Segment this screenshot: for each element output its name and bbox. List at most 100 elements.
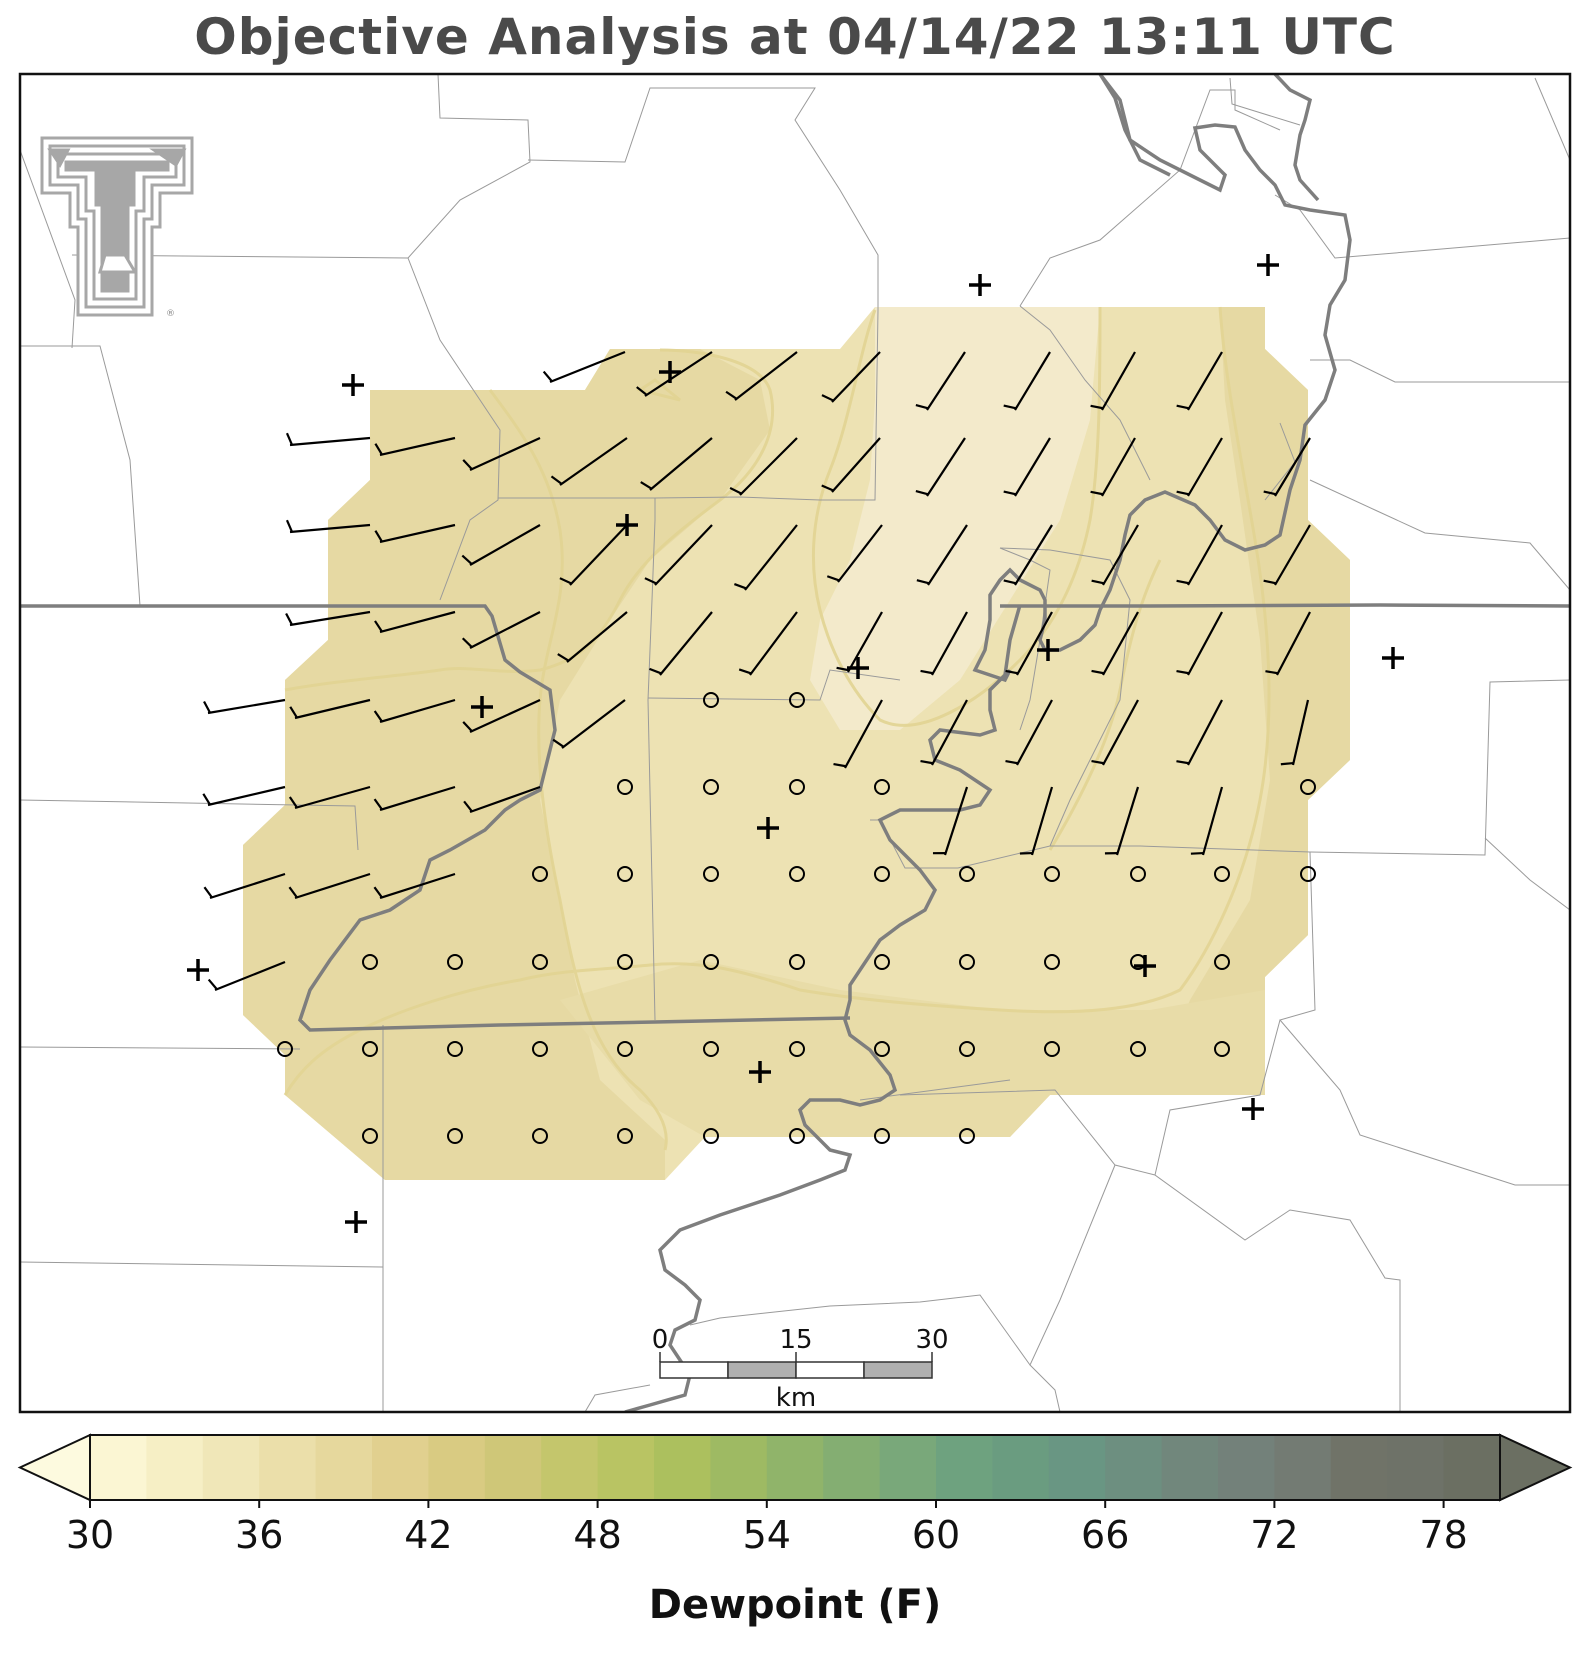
wind-barb-staff [1016,699,1053,766]
wind-barb-feather [462,721,473,732]
wind-barb [374,610,456,634]
wind-barb [1003,524,1053,586]
wind-barb [733,524,798,591]
wind-barb-staff [644,351,713,397]
wind-barb-staff [294,698,371,720]
calm-wind-circle [447,1128,463,1144]
wind-barb [821,437,881,493]
wind-barb-staff [289,610,371,627]
station-marker [345,1211,367,1233]
calm-wind-circle [277,1041,293,1057]
wind-barb [649,611,713,676]
calm-wind-circle [617,1041,633,1057]
river-boundary-north [1273,74,1320,202]
wind-barb-staff [559,437,628,486]
wind-barb [1005,611,1053,676]
wind-barb-staff [734,351,798,401]
wind-barb [462,436,541,472]
wind-barb-feather [1280,761,1294,766]
station-marker [187,959,209,981]
wind-barb [285,432,371,447]
wind-barb [203,872,286,900]
wind-barb [288,785,371,810]
calm-wind-circle [532,1128,548,1144]
wind-barb-staff [294,785,371,810]
wind-barb [1280,699,1310,766]
wind-barb-feather [1265,670,1279,675]
station-marker [1382,647,1404,669]
calm-wind-circle [1044,954,1060,970]
colorbar-tick-label: 66 [1081,1513,1129,1557]
calm-wind-circle [362,1128,378,1144]
colorbar-swatch [1048,1435,1106,1500]
wind-barb-feather [288,796,298,809]
wind-barb [289,698,371,720]
scale-bar-label: 30 [915,1325,948,1355]
county-line [527,87,879,310]
wind-barb-feather [1091,669,1105,675]
wind-barb [932,786,969,856]
wind-barb [462,698,541,734]
wind-barb-staff [1291,699,1310,766]
wind-barb-staff [749,611,798,676]
wind-barb-staff [379,698,456,724]
wind-barb-feather [1176,404,1190,410]
wind-barb-feather [202,793,211,806]
chart-title: Objective Analysis at 04/14/22 13:11 UTC [194,8,1396,66]
colorbar-swatch [372,1435,429,1500]
wind-barb-feather [1003,490,1017,496]
river-boundary-upper [1098,74,1171,177]
wind-barb-feather [733,583,747,590]
moister-patch-south [560,960,1265,1137]
wind-barb-feather [1190,851,1204,855]
colorbar-swatch [879,1435,937,1500]
colorbar-tick-label: 36 [235,1513,283,1557]
calm-circles [277,692,1316,1144]
wind-barb [1090,351,1136,411]
logo-double-t-icon [40,136,194,317]
wind-barb-staff [847,611,883,673]
wind-barb-feather [636,386,648,396]
calm-wind-circle [362,954,378,970]
wind-barb-feather [552,738,565,748]
colorbar-swatch [315,1435,373,1500]
calm-wind-circle [874,1128,890,1144]
station-marker [1037,639,1059,661]
wind-barb-staff [561,699,626,749]
wind-barb [1019,786,1054,856]
wind-barb [1190,786,1224,856]
wind-barb-feather [725,390,738,400]
contour-line [636,378,681,402]
colorbar-swatch [766,1435,824,1500]
wind-barb-feather [373,710,383,723]
scale-bar-segment [863,1361,933,1379]
state-boundaries [20,74,1570,1412]
logo-registered-mark: ® [166,309,175,319]
river-boundary-east [972,74,1352,683]
calm-wind-circle [703,866,719,882]
colorbar-tick-label: 48 [573,1513,621,1557]
county-line [20,799,359,851]
calm-wind-circle [789,1041,805,1057]
wind-barb [1005,699,1053,766]
colorbar-outline [89,1434,1501,1501]
county-line [71,254,501,601]
wind-barb [373,698,456,724]
wind-barb [542,350,626,384]
wind-barb-feather [1005,759,1019,765]
scale-bar-segment [795,1361,865,1379]
wind-barb [1265,611,1311,676]
wind-barb-feather [1003,579,1017,585]
wind-barb-staff [926,351,966,411]
wind-barb [1263,437,1311,497]
calm-wind-circle [703,954,719,970]
calm-wind-circle [1214,866,1230,882]
colorbar-swatch [1274,1435,1332,1500]
colorbar-min-extension [17,1433,91,1502]
calm-wind-circle [617,1128,633,1144]
wind-barb-feather [1091,759,1105,765]
calm-wind-circle [789,779,805,795]
wind-barb-staff [1187,611,1223,676]
wind-barb-staff [569,524,628,586]
wind-barb [915,351,966,411]
